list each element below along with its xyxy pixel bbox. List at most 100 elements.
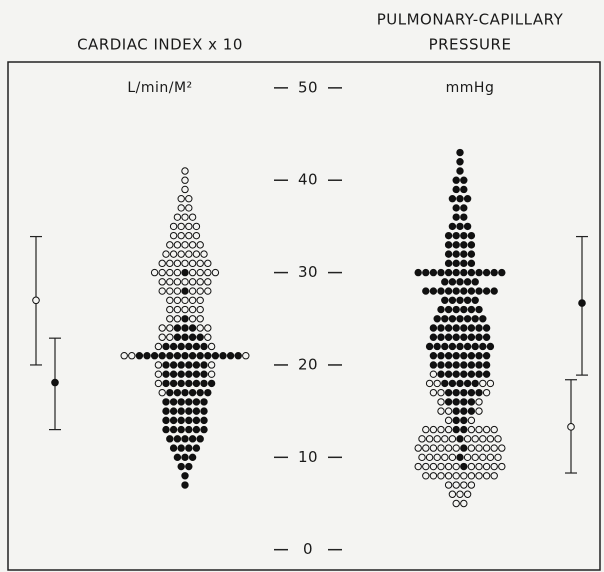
filled-dot [166,352,174,360]
open-dot [173,259,182,268]
open-dot [463,453,472,462]
filled-dot [422,287,430,295]
filled-dot [173,453,182,462]
filled-dot [467,398,476,406]
filled-dot [169,425,178,434]
filled-dot [448,222,457,231]
open-dot [463,490,472,498]
filled-dot [460,462,468,471]
open-dot [169,231,178,240]
filled-dot [169,370,178,378]
filled-dot [185,425,193,434]
filled-dot [452,407,460,415]
filled-dot [471,315,479,323]
filled-dot [207,379,216,388]
open-dot [166,296,174,304]
filled-dot [169,416,178,425]
filled-dot [196,435,204,443]
open-dot [162,250,170,258]
filled-dot [425,342,434,351]
filled-dot [467,370,476,378]
open-dot [204,278,212,286]
filled-dot [177,444,185,452]
open-dot [181,213,189,221]
filled-dot [482,361,491,369]
open-dot [448,490,457,498]
open-dot [429,462,438,471]
open-dot [475,462,483,471]
filled-dot [211,352,220,360]
filled-dot [444,287,453,295]
y-tick-label: 40 [298,171,318,189]
filled-dot [448,194,457,203]
filled-dot [437,268,445,277]
filled-dot [463,278,472,286]
open-dot [173,241,182,249]
filled-dot [467,352,476,360]
open-dot [207,342,216,351]
filled-dot [460,425,468,434]
filled-dot [162,407,170,415]
filled-dot [162,398,170,406]
open-dot [425,435,434,443]
filled-dot [162,416,170,425]
filled-dot [467,388,476,397]
open-dot [429,388,438,397]
open-dot [120,352,128,360]
filled-dot [482,268,491,277]
open-dot [452,444,460,452]
filled-dot [490,287,498,295]
open-dot [471,453,479,462]
open-dot [188,315,197,323]
filled-dot [143,352,151,360]
filled-dot [452,213,460,221]
filled-dot [181,333,189,341]
open-dot [486,435,495,443]
filled-dot [460,407,468,415]
filled-dot [185,444,193,452]
open-dot [475,444,483,452]
filled-dot [437,324,445,332]
filled-dot [471,278,479,286]
filled-dot [482,287,491,295]
open-dot [158,388,166,397]
filled-dot [452,185,460,194]
filled-dot [437,305,445,314]
filled-dot [463,296,472,304]
open-dot [154,342,163,351]
filled-dot [181,352,189,360]
filled-dot [452,370,460,378]
open-dot [490,472,498,480]
filled-dot [158,352,166,360]
filled-dot [181,324,189,332]
filled-dot [192,361,201,369]
filled-dot [456,342,464,351]
filled-dot [467,241,476,249]
filled-dot [490,268,498,277]
open-dot [169,222,178,231]
filled-dot [181,388,189,397]
open-dot [479,453,487,462]
filled-dot [444,388,453,397]
filled-dot [444,268,453,277]
open-dot [467,425,476,434]
filled-dot [162,370,170,378]
open-dot [181,241,189,249]
filled-dot [444,370,453,378]
filled-dot [456,148,464,157]
filled-dot [452,176,460,184]
filled-dot [200,379,208,388]
open-dot [242,352,250,360]
y-tick-label: 50 [298,78,318,96]
y-tick-label: 30 [298,263,318,281]
filled-dot [177,379,185,388]
filled-dot [456,222,464,231]
open-dot [467,481,476,489]
filled-dot [452,241,460,249]
open-dot [196,259,204,268]
open-dot [128,352,136,360]
open-dot [173,296,182,304]
filled-dot [173,388,182,397]
filled-dot [181,472,189,480]
open-dot [177,250,185,258]
